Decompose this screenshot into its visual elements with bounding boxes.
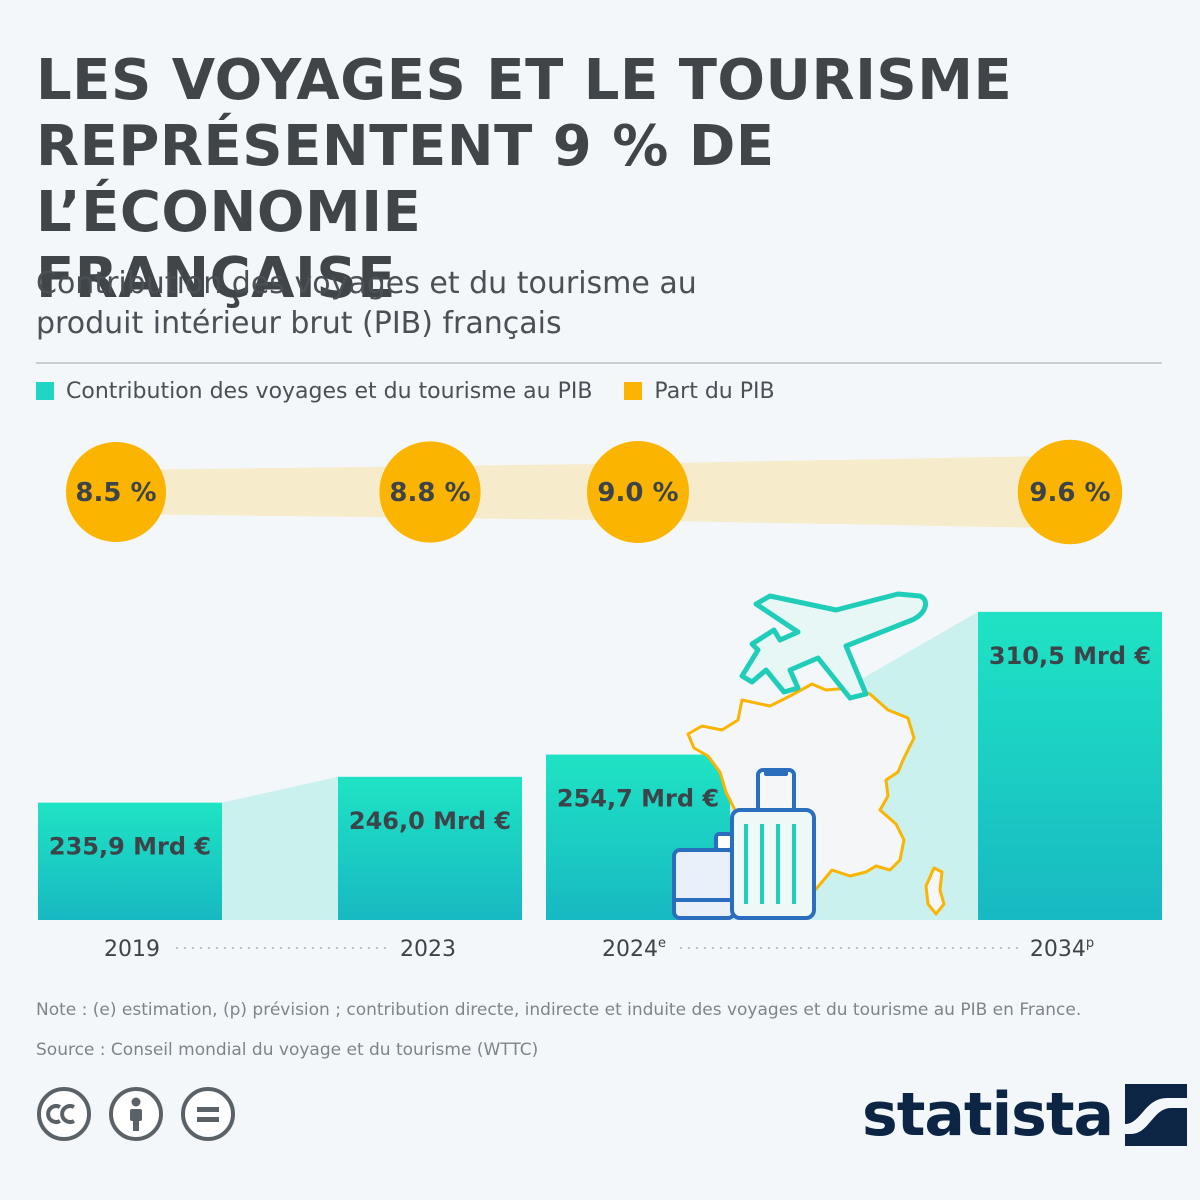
legend-swatch-share [624, 382, 643, 400]
tick-superscript-2034: p [1086, 936, 1094, 951]
share-circle-2024 [587, 441, 689, 543]
share-circle-2034 [1017, 439, 1123, 545]
title-line-2: REPRÉSENTENT 9 % DE L’ÉCONOMIE [36, 114, 775, 245]
chart-area: 235,9 Mrd € 246,0 Mrd € 254,7 Mrd € 310,5 M… [38, 439, 1162, 962]
legend: Contribution des voyages et du tourisme … [36, 376, 807, 406]
share-label-2034: 9.6 % [1029, 478, 1110, 508]
suitcase-icon [672, 768, 816, 920]
legend-item-contribution: Contribution des voyages et du tourisme … [36, 379, 592, 404]
chart-title: LES VOYAGES ET LE TOURISME REPRÉSENTENT … [36, 48, 1176, 312]
legend-item-share: Part du PIB [624, 378, 775, 404]
value-label-2019: 235,9 Mrd € [49, 833, 211, 861]
divider [36, 362, 1162, 364]
value-label-2024: 254,7 Mrd € [557, 785, 719, 813]
share-label-2023: 8.8 % [389, 478, 470, 508]
bar-2023 [338, 776, 522, 920]
statista-logo[interactable]: statista [862, 1080, 1188, 1150]
subtitle-line-1: Contribution des voyages et du tourisme … [36, 266, 697, 301]
tick-superscript-2024: e [658, 936, 666, 951]
no-derivatives-icon[interactable] [180, 1086, 236, 1142]
attribution-icon[interactable] [108, 1086, 164, 1142]
illustration [672, 591, 946, 920]
legend-label-contribution: Contribution des voyages et du tourisme … [66, 378, 593, 404]
share-label-2024: 9.0 % [597, 478, 678, 508]
bar-2019 [38, 802, 222, 920]
airplane-icon [739, 591, 929, 701]
tick-label-2019: 2019 [104, 937, 160, 962]
legend-swatch-contribution [36, 382, 54, 400]
tick-label-2024: 2024e [602, 936, 666, 962]
chart-note: Note : (e) estimation, (p) prévision ; c… [36, 1000, 1082, 1020]
value-label-2023: 246,0 Mrd € [349, 807, 511, 835]
chart-subtitle: Contribution des voyages et du tourisme … [36, 264, 1036, 344]
subtitle-line-2: produit intérieur brut (PIB) français [36, 306, 562, 341]
share-circle-2019 [66, 442, 166, 542]
share-circle-2023 [379, 441, 481, 543]
legend-label-share: Part du PIB [654, 378, 775, 404]
title-line-1: LES VOYAGES ET LE TOURISME [36, 48, 1013, 113]
bar-2034 [978, 611, 1162, 920]
bar-connector-0 [222, 776, 338, 920]
corsica-icon [924, 866, 946, 916]
chart-source: Source : Conseil mondial du voyage et du… [36, 1040, 539, 1060]
value-label-2034: 310,5 Mrd € [989, 642, 1151, 670]
brand-wordmark: statista [862, 1080, 1114, 1150]
share-label-2019: 8.5 % [75, 478, 156, 508]
tick-label-2034: 2034p [1030, 936, 1094, 962]
statista-logo-icon [1125, 1084, 1188, 1146]
title-line-3: FRANÇAISE [36, 246, 396, 311]
cc-icon[interactable] [36, 1086, 92, 1142]
license-icons [36, 1086, 252, 1142]
tick-label-2023: 2023 [400, 937, 456, 962]
